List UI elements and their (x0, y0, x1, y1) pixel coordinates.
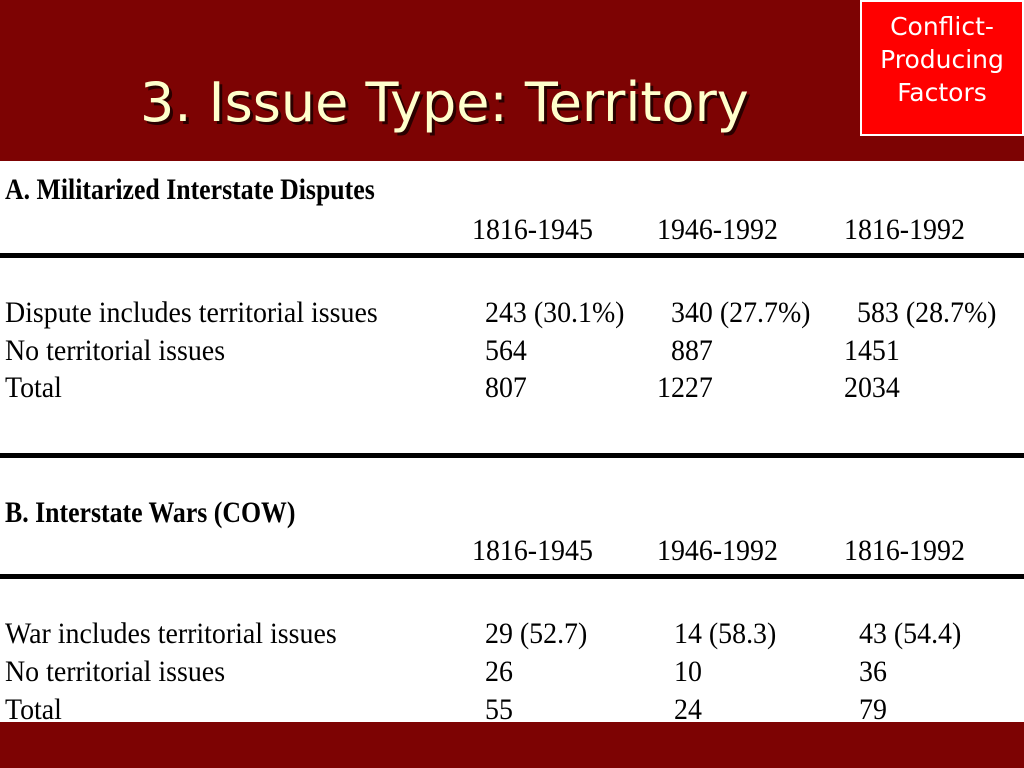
section-b-cell: 24 (674, 693, 702, 722)
section-b-cell: 14 (58.3) (674, 617, 777, 650)
section-b-cell: 26 (485, 655, 513, 688)
section-a-cell: 2034 (844, 371, 900, 404)
slide-title: 3. Issue Type: Territory (140, 71, 749, 134)
section-b-header-rule (0, 574, 1024, 579)
section-b-cell: 55 (485, 693, 513, 722)
section-a-cell: 887 (671, 334, 713, 367)
section-a-row-label: Total (5, 371, 62, 404)
section-a-header-rule (0, 253, 1024, 258)
section-divider-rule (0, 453, 1024, 458)
data-table-image: A. Militarized Interstate Disputes 1816-… (0, 161, 1024, 722)
section-a-cell: 583 (28.7%) (857, 296, 997, 329)
section-b-cell: 79 (859, 693, 887, 722)
section-a-column-header: 1816-1992 (844, 213, 965, 246)
section-a-column-header: 1816-1945 (472, 213, 593, 246)
section-a-cell: 1227 (657, 371, 713, 404)
section-b-row-label: War includes territorial issues (5, 617, 337, 650)
section-b-cell: 10 (674, 655, 702, 688)
topic-label-line: Factors (897, 78, 987, 107)
section-b-row-label: No territorial issues (5, 655, 226, 688)
section-b-cell: 43 (54.4) (859, 617, 962, 650)
section-b-row-label: Total (5, 693, 62, 722)
section-b-column-header: 1816-1945 (472, 534, 593, 567)
topic-label-line: Producing (880, 45, 1004, 74)
section-a-cell: 340 (27.7%) (671, 296, 811, 329)
section-b-column-header: 1946-1992 (657, 534, 778, 567)
section-a-column-header: 1946-1992 (657, 213, 778, 246)
section-a-cell: 564 (485, 334, 527, 367)
section-b-cell: 29 (52.7) (485, 617, 588, 650)
section-a-cell: 243 (30.1%) (485, 296, 625, 329)
section-a-cell: 1451 (844, 334, 900, 367)
section-b-cell: 36 (859, 655, 887, 688)
section-b-column-header: 1816-1992 (844, 534, 965, 567)
section-b-heading: B. Interstate Wars (COW) (5, 496, 296, 529)
topic-label-box: Conflict- Producing Factors (860, 0, 1024, 136)
topic-label-line: Conflict- (890, 12, 994, 41)
footer-bar (0, 722, 1024, 768)
section-a-row-label: No territorial issues (5, 334, 226, 367)
section-a-cell: 807 (485, 371, 527, 404)
section-a-heading: A. Militarized Interstate Disputes (5, 173, 375, 206)
section-a-row-label: Dispute includes territorial issues (5, 296, 378, 329)
